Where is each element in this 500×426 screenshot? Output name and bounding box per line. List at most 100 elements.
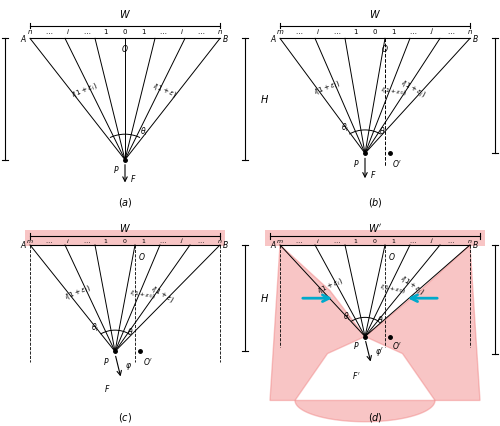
Text: $n$: $n$ <box>467 28 473 36</box>
Text: $(a)$: $(a)$ <box>118 196 132 209</box>
Text: $0$: $0$ <box>122 27 128 36</box>
Text: $B$: $B$ <box>222 33 230 44</box>
Text: $l(1+\varepsilon_j)$: $l(1+\varepsilon_j)$ <box>397 274 426 299</box>
Bar <box>25 230 225 246</box>
Text: $H$: $H$ <box>260 292 269 304</box>
Text: $\cdots$: $\cdots$ <box>45 28 53 36</box>
Text: $1$: $1$ <box>103 27 109 36</box>
Text: $B$: $B$ <box>222 239 230 250</box>
Text: $m$: $m$ <box>26 238 34 245</box>
Text: $O$: $O$ <box>388 251 395 262</box>
Text: $n$: $n$ <box>217 238 223 245</box>
Text: $l(1+\varepsilon)$: $l(1+\varepsilon)$ <box>149 283 176 305</box>
Text: $\theta_i$: $\theta_i$ <box>341 122 349 134</box>
Polygon shape <box>365 245 480 400</box>
Text: $(d)$: $(d)$ <box>368 411 382 424</box>
Text: $l(1+\varepsilon_i)$: $l(1+\varepsilon_i)$ <box>63 282 92 302</box>
Text: $1$: $1$ <box>392 236 396 245</box>
Text: $\cdots$: $\cdots$ <box>333 28 341 36</box>
Text: $n$: $n$ <box>467 238 473 245</box>
Text: $O'$: $O'$ <box>392 158 402 169</box>
Text: $W'$: $W'$ <box>368 222 382 234</box>
Text: $\theta$: $\theta$ <box>379 125 386 136</box>
Text: $i$: $i$ <box>66 236 70 245</box>
Text: $0$: $0$ <box>122 236 128 245</box>
Text: $P$: $P$ <box>354 340 360 351</box>
Text: $\theta_i$: $\theta_i$ <box>344 310 351 323</box>
Text: $l(1+\varepsilon_0)$: $l(1+\varepsilon_0)$ <box>379 282 406 295</box>
Text: $m$: $m$ <box>276 238 284 245</box>
Text: $n$: $n$ <box>27 28 33 36</box>
Text: $0$: $0$ <box>372 27 378 36</box>
Text: $F$: $F$ <box>130 173 136 184</box>
Text: $\theta_i$: $\theta_i$ <box>91 322 99 334</box>
Text: $i$: $i$ <box>180 27 184 36</box>
Text: $B$: $B$ <box>472 239 480 250</box>
Text: $l(1+\varepsilon_i)$: $l(1+\varepsilon_i)$ <box>70 81 100 101</box>
Text: $P$: $P$ <box>114 164 120 175</box>
Text: $\cdots$: $\cdots$ <box>197 28 205 36</box>
Text: $\cdots$: $\cdots$ <box>159 28 167 36</box>
Text: $F$: $F$ <box>370 169 376 180</box>
Polygon shape <box>295 400 435 422</box>
Text: $l(1+\varepsilon_i)$: $l(1+\varepsilon_i)$ <box>316 275 344 296</box>
Text: $1$: $1$ <box>353 27 359 36</box>
Text: $\cdots$: $\cdots$ <box>197 239 205 245</box>
Text: $l(1+\varepsilon_0)$: $l(1+\varepsilon_0)$ <box>380 85 407 98</box>
Text: $i$: $i$ <box>316 236 320 245</box>
Text: $\theta$: $\theta$ <box>376 314 384 325</box>
Text: $(b)$: $(b)$ <box>368 196 382 209</box>
Text: $i$: $i$ <box>316 27 320 36</box>
Text: $\cdots$: $\cdots$ <box>409 28 417 36</box>
Text: $\cdots$: $\cdots$ <box>159 239 167 245</box>
Text: $j$: $j$ <box>430 26 434 36</box>
Text: $H$: $H$ <box>260 93 269 105</box>
Text: $\cdots$: $\cdots$ <box>45 239 53 245</box>
Text: $\cdots$: $\cdots$ <box>447 239 455 245</box>
Polygon shape <box>270 245 365 400</box>
Text: $1$: $1$ <box>104 236 108 245</box>
Text: $m$: $m$ <box>276 28 284 36</box>
Text: $1$: $1$ <box>391 27 397 36</box>
Text: $\varphi'$: $\varphi'$ <box>375 345 384 358</box>
Text: $O$: $O$ <box>381 43 389 54</box>
Text: $O$: $O$ <box>138 251 145 262</box>
Text: $A$: $A$ <box>270 33 278 44</box>
Text: $l(1+\varepsilon_j)$: $l(1+\varepsilon_j)$ <box>398 78 427 101</box>
Text: $O'$: $O'$ <box>142 356 152 367</box>
Text: $W$: $W$ <box>369 9 381 20</box>
Text: $W$: $W$ <box>119 222 131 234</box>
Text: $1$: $1$ <box>142 236 146 245</box>
Text: $j$: $j$ <box>180 236 184 245</box>
Text: $l(1+\varepsilon)$: $l(1+\varepsilon)$ <box>151 81 179 100</box>
Text: $(c)$: $(c)$ <box>118 411 132 424</box>
Text: $A$: $A$ <box>20 239 28 250</box>
Text: $0$: $0$ <box>372 236 378 245</box>
Text: $P$: $P$ <box>104 356 110 367</box>
Text: $\theta$: $\theta$ <box>126 325 134 337</box>
Text: $O$: $O$ <box>121 43 129 54</box>
Text: $A$: $A$ <box>20 33 28 44</box>
Text: $\cdots$: $\cdots$ <box>83 28 91 36</box>
Bar <box>265 230 485 246</box>
Text: $\cdots$: $\cdots$ <box>295 28 303 36</box>
Text: $\varphi$: $\varphi$ <box>125 361 132 372</box>
Text: $W$: $W$ <box>119 9 131 20</box>
Text: $P$: $P$ <box>354 158 360 169</box>
Text: $1$: $1$ <box>141 27 147 36</box>
Text: $\cdots$: $\cdots$ <box>83 239 91 245</box>
Text: $\theta_i$: $\theta_i$ <box>140 126 148 138</box>
Text: $\cdots$: $\cdots$ <box>447 28 455 36</box>
Text: $j$: $j$ <box>430 236 434 245</box>
Text: $B$: $B$ <box>472 33 480 44</box>
Text: $l(1+\varepsilon_i)$: $l(1+\varepsilon_i)$ <box>313 78 342 97</box>
Text: $F'$: $F'$ <box>352 370 360 380</box>
Text: $F$: $F$ <box>104 383 110 394</box>
Text: $A$: $A$ <box>270 239 278 250</box>
Text: $O'$: $O'$ <box>392 340 402 351</box>
Text: $1$: $1$ <box>354 236 358 245</box>
Text: $\cdots$: $\cdots$ <box>295 239 303 245</box>
Text: $l(1+\varepsilon_0)$: $l(1+\varepsilon_0)$ <box>129 288 156 302</box>
Text: $\cdots$: $\cdots$ <box>333 239 341 245</box>
Text: $n$: $n$ <box>217 28 223 36</box>
